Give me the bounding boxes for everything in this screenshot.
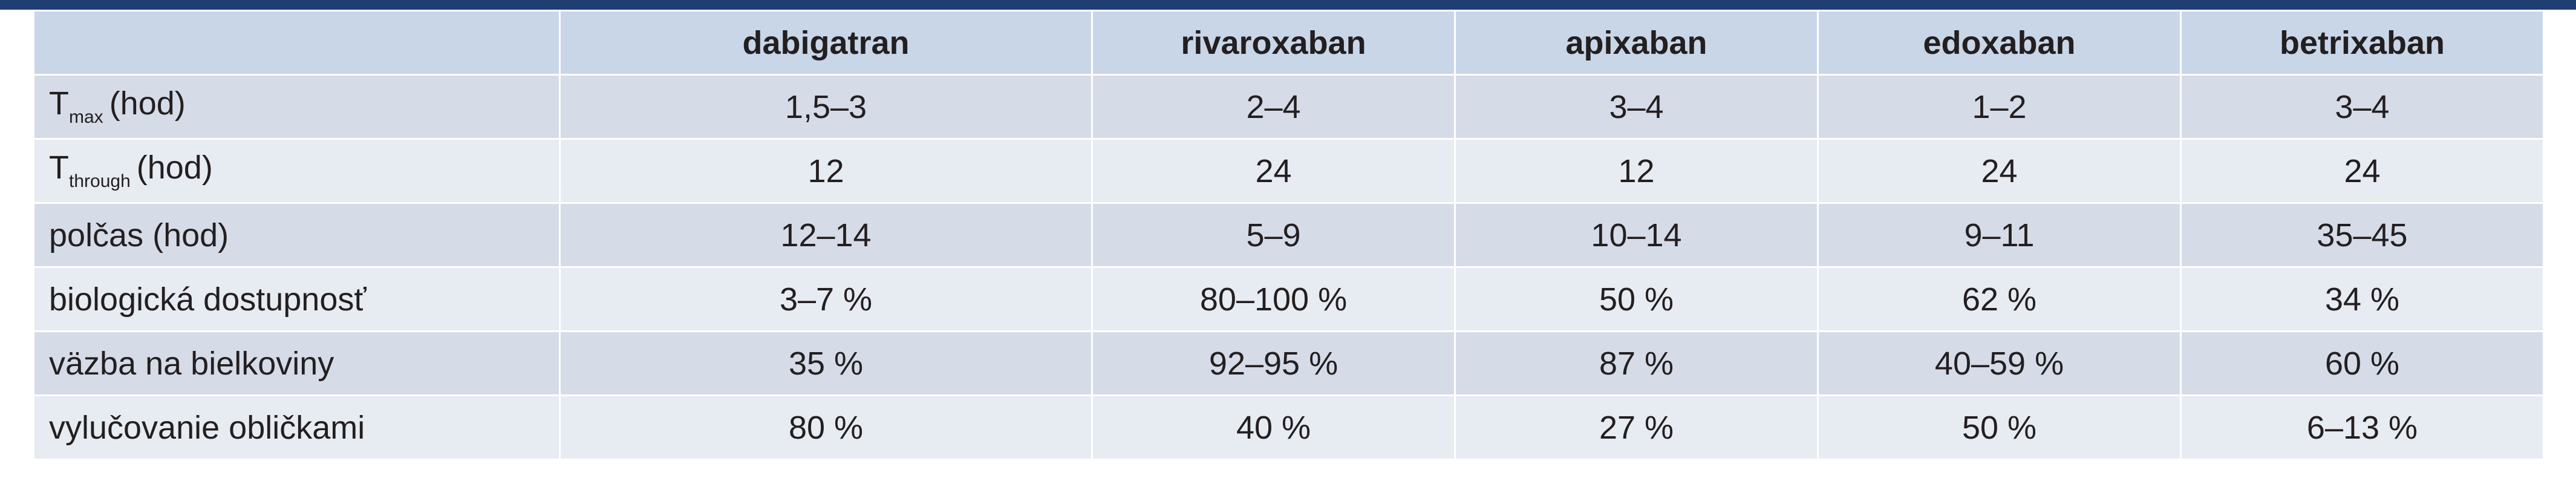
table-cell: 27 % — [1454, 394, 1819, 460]
table-row: väzba na bielkoviny 35 % 92–95 % 87 % 40… — [33, 330, 2545, 396]
table-header-row: dabigatran rivaroxaban apixaban edoxaban… — [33, 10, 2545, 76]
row-label-tmax: Tmax (hod) — [33, 74, 561, 140]
column-header-edoxaban: edoxaban — [1817, 10, 2182, 76]
table-cell: 12 — [1454, 138, 1819, 204]
table-cell: 40–59 % — [1817, 330, 2182, 396]
table-cell: 1,5–3 — [559, 74, 1093, 140]
table-row: biologická dostupnosť 3–7 % 80–100 % 50 … — [33, 266, 2545, 332]
table-cell: 50 % — [1454, 266, 1819, 332]
table-cell: 34 % — [2180, 266, 2545, 332]
table-cell: 6–13 % — [2180, 394, 2545, 460]
table-cell: 40 % — [1091, 394, 1456, 460]
table-cell: 2–4 — [1091, 74, 1456, 140]
table-cell: 50 % — [1817, 394, 2182, 460]
row-label-symbol: T — [49, 149, 69, 186]
table-row: Tthrough (hod) 12 24 12 24 24 — [33, 138, 2545, 204]
table-cell: 24 — [2180, 138, 2545, 204]
table-cell: 9–11 — [1817, 202, 2182, 268]
top-accent-bar — [0, 0, 2576, 10]
table-cell: 62 % — [1817, 266, 2182, 332]
column-header-apixaban: apixaban — [1454, 10, 1819, 76]
table-cell: 3–7 % — [559, 266, 1093, 332]
table-cell: 35–45 — [2180, 202, 2545, 268]
table-cell: 5–9 — [1091, 202, 1456, 268]
table-row: polčas (hod) 12–14 5–9 10–14 9–11 35–45 — [33, 202, 2545, 268]
table-row: vylučovanie obličkami 80 % 40 % 27 % 50 … — [33, 394, 2545, 460]
row-label-tthrough: Tthrough (hod) — [33, 138, 561, 204]
row-label-subscript: through — [69, 171, 131, 191]
table-cell: 80–100 % — [1091, 266, 1456, 332]
table-cell: 12–14 — [559, 202, 1093, 268]
table-cell: 10–14 — [1454, 202, 1819, 268]
table-cell: 24 — [1091, 138, 1456, 204]
table-cell: 24 — [1817, 138, 2182, 204]
column-header-betrixaban: betrixaban — [2180, 10, 2545, 76]
table-cell: 87 % — [1454, 330, 1819, 396]
row-label-bioavailability: biologická dostupnosť — [33, 266, 561, 332]
table-cell: 80 % — [559, 394, 1093, 460]
row-label-renal-excretion: vylučovanie obličkami — [33, 394, 561, 460]
row-label-polcas: polčas (hod) — [33, 202, 561, 268]
table-cell: 3–4 — [1454, 74, 1819, 140]
row-label-symbol: T — [49, 85, 69, 122]
table-row: Tmax (hod) 1,5–3 2–4 3–4 1–2 3–4 — [33, 74, 2545, 140]
header-empty-cell — [33, 10, 561, 76]
column-header-rivaroxaban: rivaroxaban — [1091, 10, 1456, 76]
table-cell: 60 % — [2180, 330, 2545, 396]
column-header-dabigatran: dabigatran — [559, 10, 1093, 76]
row-label-subscript: max — [69, 107, 103, 127]
row-label-unit: (hod) — [136, 149, 213, 186]
pharmacokinetics-table: dabigatran rivaroxaban apixaban edoxaban… — [33, 10, 2545, 460]
table-cell: 3–4 — [2180, 74, 2545, 140]
table-cell: 12 — [559, 138, 1093, 204]
row-label-protein-binding: väzba na bielkoviny — [33, 330, 561, 396]
row-label-unit: (hod) — [109, 85, 186, 122]
table-cell: 92–95 % — [1091, 330, 1456, 396]
table-cell: 1–2 — [1817, 74, 2182, 140]
table-cell: 35 % — [559, 330, 1093, 396]
